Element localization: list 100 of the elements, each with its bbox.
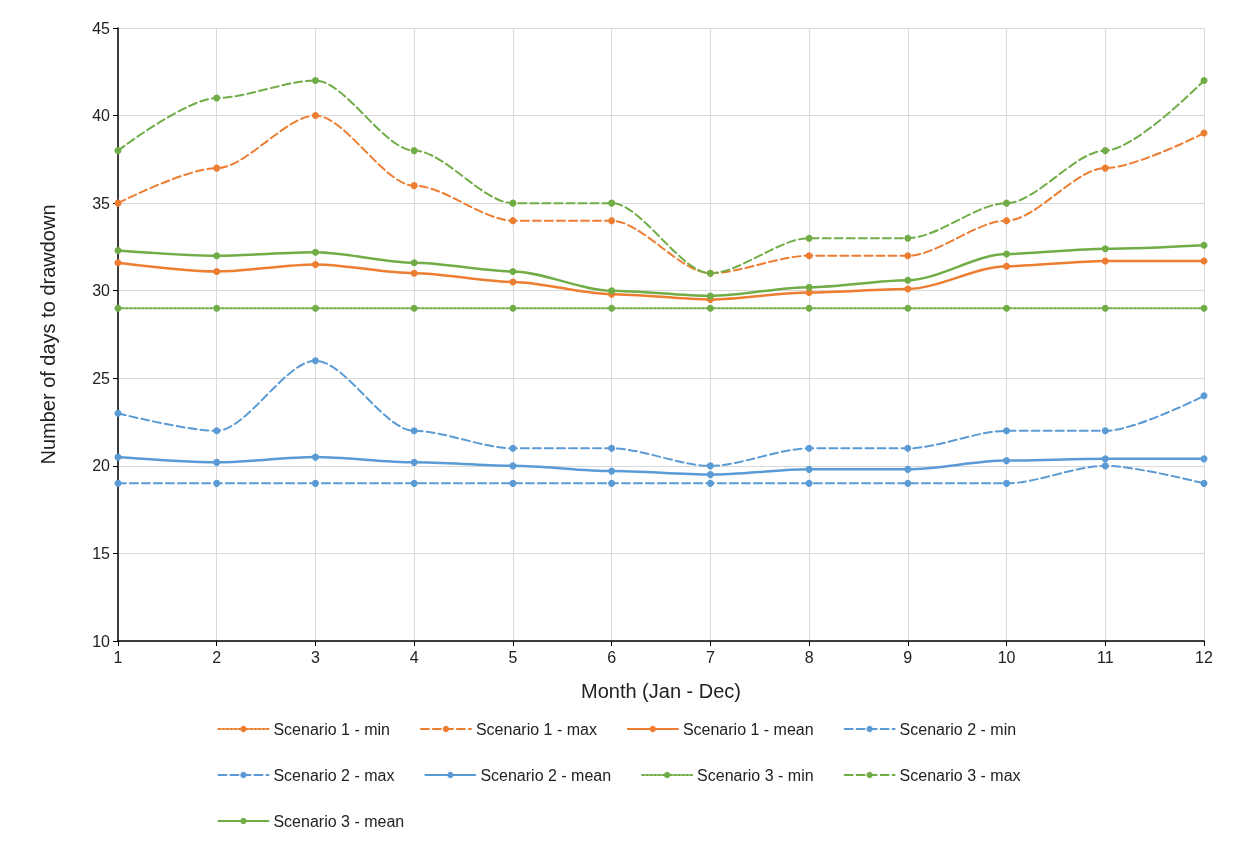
point	[1003, 427, 1011, 435]
point	[1003, 304, 1011, 312]
point	[114, 147, 122, 155]
point	[608, 467, 616, 475]
y-tick-label: 45	[92, 19, 111, 37]
point	[1003, 457, 1011, 465]
x-tick-label: 8	[804, 648, 814, 666]
x-tick-label: 9	[903, 648, 913, 666]
x-tick-label: 6	[607, 648, 617, 666]
point	[509, 479, 517, 487]
point	[213, 427, 221, 435]
point	[311, 304, 319, 312]
point	[904, 252, 912, 260]
point	[805, 444, 813, 452]
point	[904, 276, 912, 284]
x-tick-label: 1	[113, 648, 123, 666]
point	[509, 217, 517, 225]
point	[1101, 304, 1109, 312]
point	[706, 462, 714, 470]
x-axis-title: Month (Jan - Dec)	[580, 680, 742, 702]
point	[410, 259, 418, 267]
point	[706, 479, 714, 487]
point	[608, 199, 616, 207]
x-tick-label: 2	[212, 648, 222, 666]
point	[1101, 427, 1109, 435]
x-tick-label: 12	[1195, 648, 1213, 666]
point	[1101, 455, 1109, 463]
point	[608, 304, 616, 312]
y-tick-label: 40	[92, 107, 111, 125]
point	[213, 94, 221, 102]
point	[1003, 199, 1011, 207]
point	[1003, 262, 1011, 270]
point	[608, 217, 616, 225]
y-tick-label: 15	[92, 544, 111, 562]
point	[213, 267, 221, 275]
point	[114, 409, 122, 417]
x-tick-label: 3	[311, 648, 320, 666]
x-tick-label: 11	[1096, 648, 1114, 666]
x-tick-label: 10	[997, 648, 1016, 666]
point	[311, 357, 319, 365]
point	[1200, 479, 1208, 487]
point	[509, 304, 517, 312]
point	[904, 234, 912, 242]
point	[805, 465, 813, 473]
point	[213, 164, 221, 172]
point	[509, 462, 517, 470]
point	[311, 248, 319, 256]
point	[805, 479, 813, 487]
point	[410, 304, 418, 312]
y-tick-label: 20	[92, 457, 111, 475]
point	[706, 304, 714, 312]
point	[1101, 164, 1109, 172]
point	[805, 304, 813, 312]
point	[1003, 217, 1011, 225]
point	[114, 479, 122, 487]
legend-label: Scenario 2 - mean	[480, 766, 612, 784]
x-tick-label: 7	[705, 648, 715, 666]
point	[904, 444, 912, 452]
point	[311, 479, 319, 487]
point	[213, 458, 221, 466]
point	[904, 304, 912, 312]
point	[311, 77, 319, 85]
point	[1003, 479, 1011, 487]
point	[410, 427, 418, 435]
point	[213, 252, 221, 260]
point	[410, 269, 418, 277]
point	[1101, 147, 1109, 155]
point	[114, 304, 122, 312]
point	[410, 147, 418, 155]
y-tick-label: 10	[92, 632, 111, 650]
legend-label: Scenario 2 - max	[273, 766, 395, 784]
point	[1200, 392, 1208, 400]
point	[509, 199, 517, 207]
y-tick-label: 30	[92, 282, 111, 300]
legend-label: Scenario 3 - min	[697, 766, 814, 784]
point	[608, 444, 616, 452]
point	[805, 252, 813, 260]
point	[410, 182, 418, 190]
point	[904, 479, 912, 487]
point	[311, 260, 319, 268]
point	[1101, 245, 1109, 253]
point	[114, 246, 122, 254]
point	[706, 471, 714, 479]
point	[410, 479, 418, 487]
point	[114, 259, 122, 267]
point	[904, 465, 912, 473]
y-tick-label: 25	[92, 369, 111, 387]
x-tick-label: 4	[409, 648, 419, 666]
point	[1003, 250, 1011, 258]
legend-label: Scenario 3 - max	[899, 766, 1021, 784]
point	[410, 458, 418, 466]
legend-label: Scenario 1 - mean	[682, 720, 814, 738]
point	[311, 112, 319, 120]
point	[213, 479, 221, 487]
point	[1200, 77, 1208, 85]
y-tick-label: 35	[92, 194, 111, 212]
point	[608, 479, 616, 487]
y-axis-title: Number of days to drawdown	[37, 204, 59, 465]
point	[311, 453, 319, 461]
point	[1101, 257, 1109, 265]
